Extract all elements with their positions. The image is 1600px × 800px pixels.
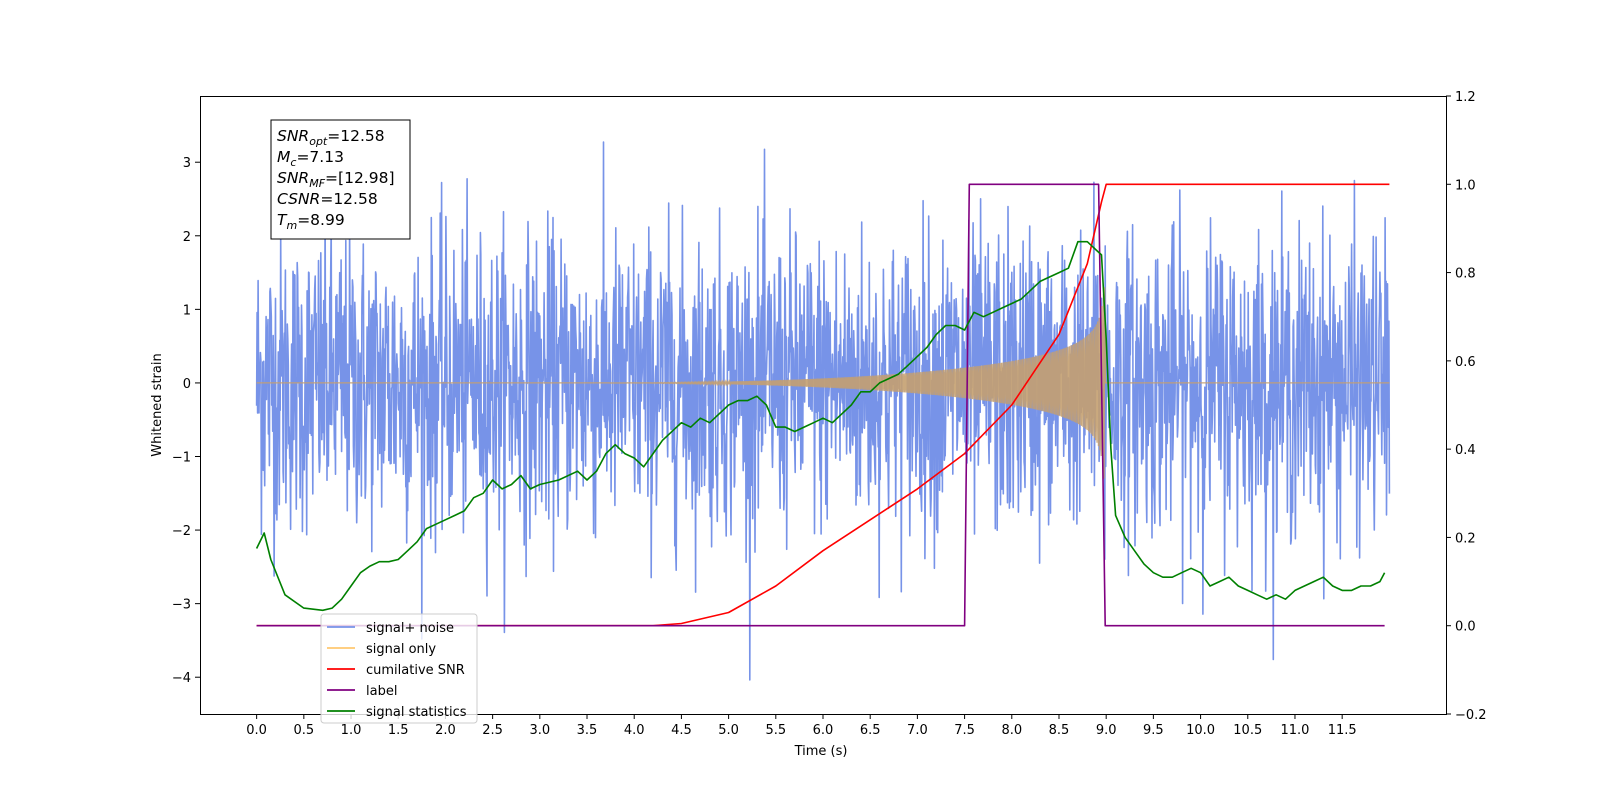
x-tick-label: 6.0	[813, 723, 834, 738]
legend: signal+ noise signal only cumilative SNR la…	[320, 613, 478, 724]
legend-label: label	[366, 684, 397, 699]
x-tick-label: 0.5	[293, 723, 314, 738]
x-tick-label: 7.0	[907, 723, 928, 738]
x-tick-label: 4.5	[671, 723, 692, 738]
y-right-tick-label: 1.2	[1455, 90, 1476, 105]
x-tick-label: 7.5	[954, 723, 975, 738]
y-right-tick-label: 1.0	[1455, 178, 1476, 193]
legend-label: signal only	[366, 642, 436, 657]
data-layer	[255, 141, 1391, 681]
info-line: Tm=8.99	[277, 211, 345, 232]
y-right-tick-label: 0.8	[1455, 267, 1476, 282]
series-cumulative-snr-line	[256, 183, 1390, 627]
legend-frame	[320, 613, 478, 724]
x-tick-label: 9.0	[1096, 723, 1117, 738]
info-line: Mc=7.13	[277, 148, 344, 169]
y-right-tick-label: 0.4	[1455, 443, 1476, 458]
x-tick-label: 10.0	[1186, 723, 1215, 738]
x-tick-label: 11.5	[1328, 723, 1357, 738]
legend-label: signal+ noise	[366, 621, 454, 636]
x-tick-label: 1.0	[341, 723, 362, 738]
series-label-line	[256, 183, 1385, 627]
x-tick-label: 5.0	[718, 723, 739, 738]
x-tick-label: 2.0	[435, 723, 456, 738]
info-line: SNRopt=12.58	[277, 127, 385, 148]
series-signal-noise-line	[255, 141, 1391, 681]
y-right-tick-label: −0.2	[1455, 708, 1487, 723]
x-axis-label: Time (s)	[794, 744, 848, 759]
x-tick-label: 3.5	[577, 723, 598, 738]
y-left-tick-label: −3	[172, 598, 191, 613]
y-left-tick-label: −1	[172, 451, 191, 466]
legend-label: cumilative SNR	[366, 663, 465, 678]
y-right-tick-label: 0.6	[1455, 355, 1476, 370]
x-tick-label: 0.0	[246, 723, 267, 738]
x-tick-label: 8.0	[1001, 723, 1022, 738]
series-signal-only-line	[256, 287, 1390, 479]
y-left-tick-label: −2	[172, 524, 191, 539]
x-tick-label: 2.5	[482, 723, 503, 738]
x-tick-label: 6.5	[860, 723, 881, 738]
x-tick-label: 11.0	[1280, 723, 1309, 738]
x-tick-label: 4.0	[624, 723, 645, 738]
legend-label: signal statistics	[366, 705, 467, 720]
info-line: CSNR=12.58	[277, 190, 378, 208]
y-left-tick-label: −4	[172, 671, 191, 686]
y-left-tick-label: 0	[183, 377, 191, 392]
x-tick-label: 1.5	[388, 723, 409, 738]
x-tick-label: 9.5	[1143, 723, 1164, 738]
info-box-frame	[270, 119, 411, 240]
x-tick-label: 10.5	[1233, 723, 1262, 738]
y-left-tick-label: 2	[183, 230, 191, 245]
x-tick-label: 5.5	[765, 723, 786, 738]
y-right-tick-label: 0.0	[1455, 620, 1476, 635]
y-right-tick-label: 0.2	[1455, 531, 1476, 546]
x-tick-label: 8.5	[1049, 723, 1070, 738]
y-left-tick-label: 1	[183, 303, 191, 318]
info-annotation-box: SNRopt=12.58Mc=7.13SNRMF=[12.98]CSNR=12.…	[270, 119, 411, 240]
info-line: SNRMF=[12.98]	[277, 169, 395, 190]
y-axis-label: Whitened strain	[150, 353, 165, 456]
x-tick-label: 3.0	[529, 723, 550, 738]
series-signal-statistics-line	[255, 240, 1386, 612]
ticks-layer: 0.0 0.5 1.0 1.5 2.0 2.5 3.0 3.5 4.0 4.5 5.0 5.5 6.0 6…	[172, 90, 1487, 738]
y-left-tick-label: 3	[183, 156, 191, 171]
